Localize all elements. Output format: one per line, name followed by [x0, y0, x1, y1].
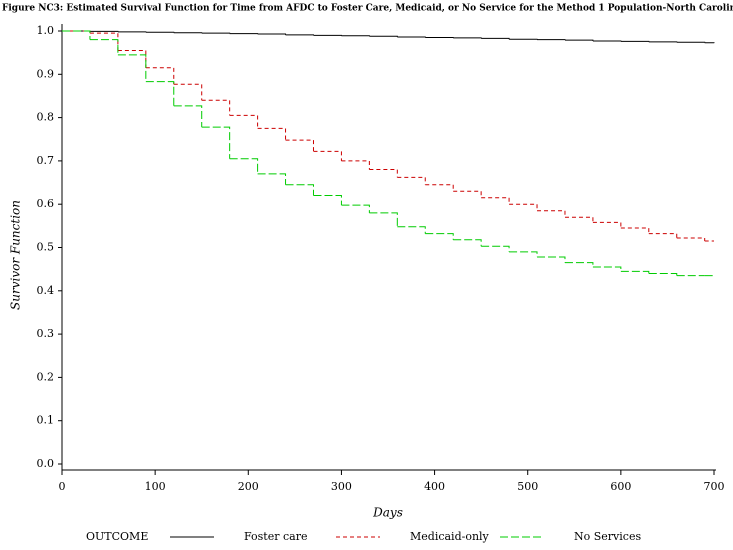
step-segment	[648, 233, 678, 238]
step-segment	[481, 197, 510, 205]
step-segment	[229, 114, 259, 129]
x-tick-label: 500	[517, 480, 538, 493]
chart-title: Figure NC3: Estimated Survival Function …	[2, 4, 733, 14]
step-segment	[425, 184, 454, 192]
y-tick-label: 0.9	[37, 67, 55, 80]
x-tick-label: 300	[331, 480, 352, 493]
step-segment	[117, 49, 147, 68]
step-segment	[397, 226, 426, 234]
step-segment	[453, 239, 482, 247]
step-segment	[341, 204, 370, 213]
x-tick-label: 700	[704, 480, 725, 493]
step-segment	[257, 33, 287, 35]
y-tick-label: 0.7	[37, 154, 55, 167]
step-segment	[537, 256, 566, 263]
legend-title: OUTCOME	[86, 530, 148, 543]
step-segment	[676, 237, 706, 242]
step-segment	[89, 32, 119, 51]
x-tick-label: 100	[145, 480, 166, 493]
step-segment	[62, 30, 91, 40]
step-segment	[257, 127, 287, 141]
step-segment	[620, 227, 650, 234]
x-tick-label: 600	[610, 480, 631, 493]
step-segment	[145, 81, 175, 106]
x-tick-label: 400	[424, 480, 445, 493]
step-segment	[313, 150, 342, 161]
step-segment	[509, 251, 538, 258]
y-tick-label: 0.2	[37, 370, 55, 383]
y-tick-label: 0.1	[37, 414, 55, 427]
legend-label: Medicaid-only	[410, 530, 490, 543]
step-segment	[481, 245, 510, 252]
step-segment	[341, 160, 370, 170]
step-segment	[564, 39, 594, 41]
step-segment	[201, 99, 231, 116]
step-segment	[592, 266, 622, 272]
y-tick-label: 0.0	[37, 457, 55, 470]
step-segment	[369, 212, 398, 227]
x-tick-label: 200	[238, 480, 259, 493]
step-segment	[89, 39, 119, 55]
step-segment	[173, 83, 203, 101]
step-segment	[620, 270, 650, 274]
step-segment	[201, 126, 231, 159]
y-tick-label: 0.5	[37, 241, 55, 254]
y-tick-label: 0.6	[37, 197, 55, 210]
step-segment	[173, 105, 203, 128]
step-segment	[229, 158, 259, 174]
step-segment	[592, 221, 622, 229]
step-segment	[425, 233, 454, 240]
legend-label: Foster care	[244, 530, 307, 543]
step-segment	[453, 190, 482, 198]
step-segment	[509, 203, 538, 211]
step-segment	[481, 37, 510, 40]
step-segment	[537, 210, 566, 218]
y-tick-label: 0.8	[37, 111, 55, 124]
y-tick-label: 0.3	[37, 327, 55, 340]
step-segment	[313, 195, 342, 206]
step-segment	[369, 35, 398, 38]
x-axis-label: Days	[372, 506, 403, 520]
step-segment	[285, 139, 314, 152]
step-segment	[648, 272, 678, 276]
step-segment	[285, 184, 314, 196]
step-segment	[257, 173, 287, 185]
step-segment	[145, 67, 175, 85]
y-axis-label: Survivor Function	[9, 200, 23, 310]
step-segment	[369, 169, 398, 178]
x-tick-label: 0	[59, 480, 66, 493]
legend-label: No Services	[574, 530, 641, 543]
step-segment	[564, 262, 594, 267]
y-tick-label: 0.4	[37, 284, 55, 297]
y-tick-label: 1.0	[37, 24, 55, 37]
step-segment	[397, 176, 426, 185]
step-segment	[564, 216, 594, 223]
step-segment	[117, 54, 147, 82]
